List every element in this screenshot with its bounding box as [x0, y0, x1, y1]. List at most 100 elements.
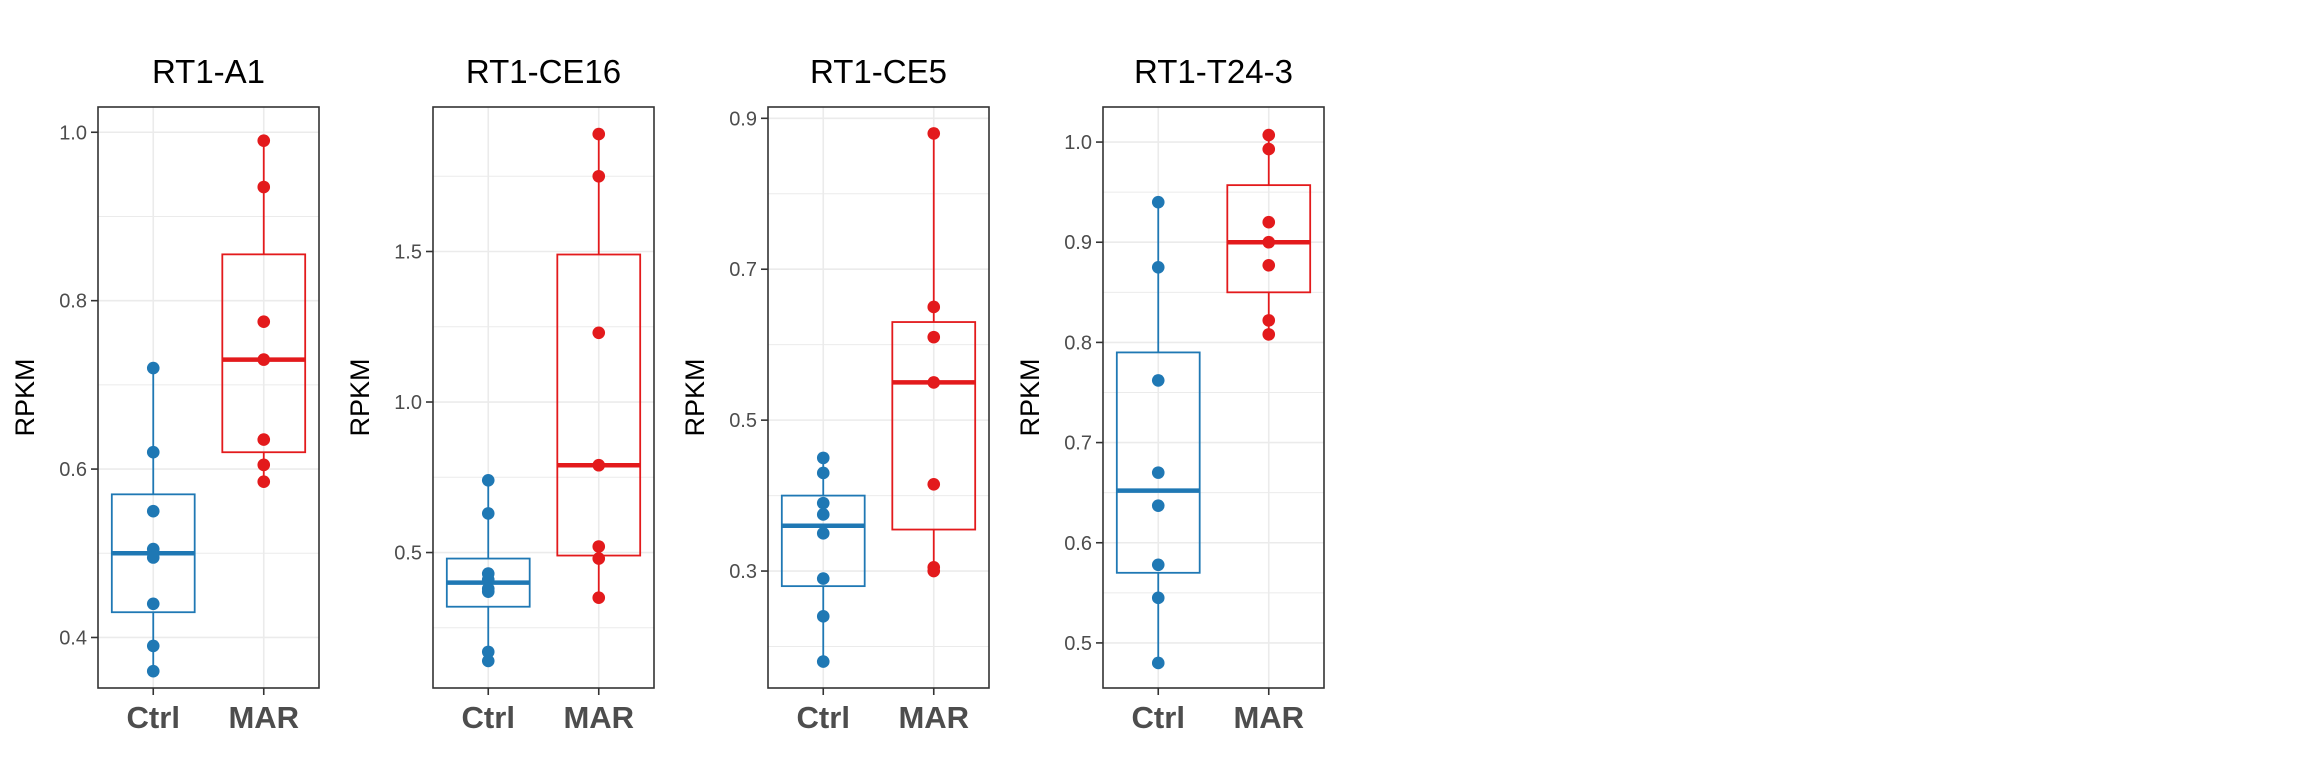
data-point — [592, 552, 606, 565]
y-axis-label: RPKM — [10, 358, 40, 436]
y-tick-label: 1.5 — [394, 241, 422, 263]
x-tick-label: MAR — [898, 700, 969, 735]
y-axis-label: RPKM — [680, 358, 710, 436]
chart-panel: 0.5 0.6 0.7 0.8 0.9 1.0 Ctrl MAR RT1-T24-3 RPKM — [1015, 53, 1325, 735]
data-point — [481, 507, 495, 520]
y-tick-label: 1.0 — [59, 122, 87, 144]
chart-panel: 0.4 0.6 0.8 1.0 Ctrl MAR RT1-A1 RPKM — [10, 53, 320, 735]
y-tick-label: 0.4 — [59, 627, 87, 649]
y-tick-label: 0.6 — [59, 459, 87, 481]
box-ctrl — [110, 361, 196, 678]
data-point — [592, 458, 606, 472]
chart-title: RT1-CE5 — [810, 53, 947, 90]
data-point — [257, 134, 271, 147]
y-tick-label: 0.5 — [394, 543, 422, 565]
data-point — [1262, 314, 1276, 327]
chart-title: RT1-A1 — [152, 53, 265, 90]
data-point — [481, 585, 495, 598]
data-point — [257, 180, 271, 194]
x-tick-label: Ctrl — [797, 700, 850, 735]
chart-title: RT1-CE16 — [466, 53, 621, 90]
data-point — [146, 504, 160, 518]
data-point — [816, 466, 830, 480]
x-tick-label: Ctrl — [127, 700, 180, 735]
y-axis-label: RPKM — [345, 358, 375, 436]
data-point — [1262, 258, 1276, 272]
data-point — [1151, 374, 1165, 387]
data-point — [257, 458, 271, 472]
chart-panel: 0.3 0.5 0.7 0.9 Ctrl MAR RT1-CE5 RPKM — [680, 53, 990, 735]
data-point — [816, 527, 830, 540]
data-point — [1151, 195, 1165, 209]
y-tick-label: 0.5 — [729, 410, 757, 432]
data-point — [1151, 466, 1165, 479]
panel-border — [1102, 106, 1325, 689]
data-point — [257, 315, 271, 329]
chart-panel: 0.5 1.0 1.5 Ctrl MAR RT1-CE16 RPKM — [345, 53, 655, 735]
y-tick-label: 0.8 — [1064, 332, 1092, 354]
data-point — [816, 610, 830, 623]
box-mar — [891, 127, 977, 578]
data-point — [592, 540, 606, 553]
data-point — [592, 127, 606, 141]
y-tick-label: 1.0 — [1064, 132, 1092, 154]
data-point — [257, 433, 271, 446]
x-tick-label: Ctrl — [462, 700, 515, 735]
x-tick-label: MAR — [228, 700, 299, 735]
data-point — [816, 451, 830, 465]
y-tick-label: 0.9 — [1064, 232, 1092, 254]
y-tick-label: 0.3 — [729, 561, 757, 583]
y-tick-label: 0.9 — [729, 108, 757, 130]
y-tick-label: 0.7 — [1064, 433, 1092, 455]
data-point — [927, 127, 941, 140]
data-point — [816, 572, 830, 585]
y-tick-label: 0.8 — [59, 291, 87, 313]
data-point — [146, 639, 160, 653]
data-point — [481, 654, 495, 668]
data-point — [146, 597, 160, 611]
data-point — [257, 353, 271, 366]
data-point — [146, 664, 160, 678]
y-tick-label: 0.7 — [729, 259, 757, 281]
data-point — [481, 645, 495, 659]
x-tick-label: MAR — [1233, 700, 1304, 735]
data-point — [927, 330, 941, 344]
data-point — [1262, 215, 1276, 229]
data-point — [1151, 591, 1165, 605]
data-point — [146, 551, 160, 564]
data-point — [257, 475, 271, 489]
data-point — [592, 591, 606, 604]
box-ctrl — [1115, 195, 1201, 670]
iqr-box — [1226, 184, 1312, 294]
data-point — [146, 445, 160, 459]
data-point — [1262, 142, 1276, 156]
x-tick-label: Ctrl — [1132, 700, 1185, 735]
data-point — [927, 300, 941, 314]
data-point — [927, 564, 941, 578]
chart-title: RT1-T24-3 — [1134, 53, 1293, 90]
y-tick-label: 1.0 — [394, 392, 422, 414]
iqr-box — [221, 253, 307, 454]
data-point — [816, 496, 830, 510]
iqr-box — [780, 494, 866, 588]
data-point — [1262, 328, 1276, 341]
box-mar — [1226, 128, 1312, 341]
box-ctrl — [780, 451, 866, 668]
y-axis-label: RPKM — [1015, 358, 1045, 436]
panel-border — [767, 106, 990, 689]
data-point — [1262, 128, 1276, 142]
data-point — [146, 361, 160, 375]
data-point — [481, 573, 495, 586]
data-point — [1151, 499, 1165, 512]
box-mar — [221, 134, 307, 489]
data-point — [592, 169, 606, 183]
data-point — [1262, 235, 1276, 249]
data-point — [481, 473, 495, 487]
y-tick-label: 0.5 — [1064, 633, 1092, 655]
iqr-box — [1115, 351, 1201, 574]
panel-border — [432, 106, 655, 689]
panel-border — [97, 106, 320, 689]
data-point — [592, 326, 606, 340]
x-tick-label: MAR — [563, 700, 634, 735]
